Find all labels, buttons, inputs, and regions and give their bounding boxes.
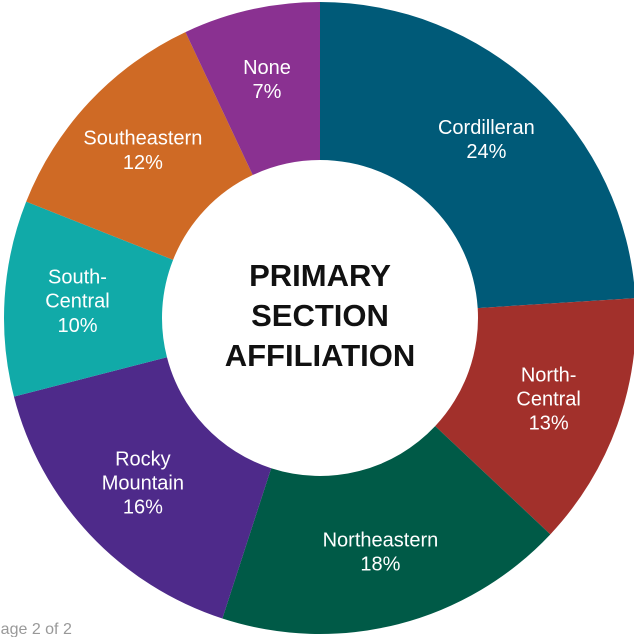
segment-value: 18% bbox=[360, 554, 400, 576]
donut-segment bbox=[320, 2, 634, 309]
segment-value: 13% bbox=[529, 413, 569, 435]
segment-label: Cordilleran bbox=[438, 117, 535, 139]
segment-value: 10% bbox=[57, 315, 97, 337]
donut-segment bbox=[185, 2, 320, 176]
footer: Page 2 of 2 bbox=[0, 621, 72, 637]
segment-label: None bbox=[243, 57, 291, 79]
segment-label: Rocky Mountain bbox=[102, 449, 184, 495]
donut-segment bbox=[3, 201, 174, 397]
donut-segment bbox=[222, 426, 551, 634]
segment-label: North-Central bbox=[516, 365, 580, 411]
segment-value: 16% bbox=[123, 497, 163, 519]
donut-segment bbox=[13, 357, 272, 619]
segment-value: 24% bbox=[466, 141, 506, 163]
segment-label: Southeastern bbox=[83, 128, 202, 150]
segment-value: 12% bbox=[123, 152, 163, 174]
donut-segment bbox=[26, 32, 253, 260]
segment-value: 7% bbox=[253, 81, 282, 103]
segment-label: Northeastern bbox=[323, 530, 439, 552]
chart-title: PRIMARY SECTION AFFILIATION bbox=[225, 258, 416, 373]
donut-segment bbox=[435, 298, 634, 535]
segment-label: South-Central bbox=[45, 267, 109, 313]
